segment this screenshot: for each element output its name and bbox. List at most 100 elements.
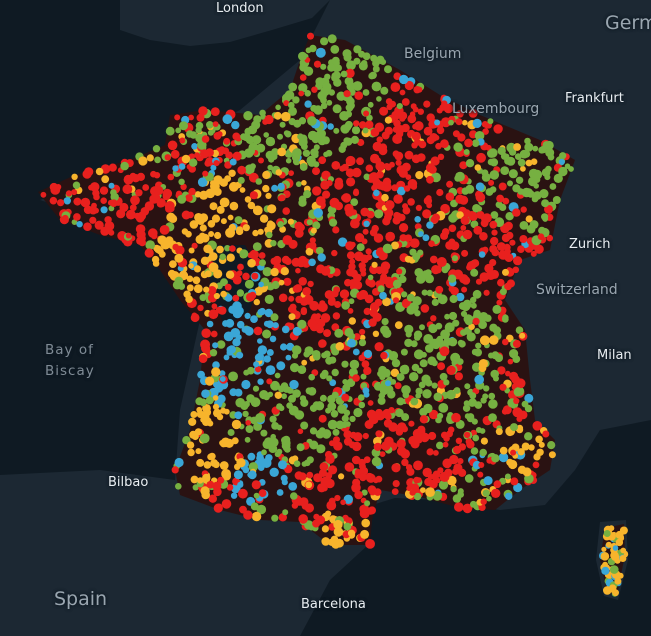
data-point: [198, 106, 208, 116]
data-point: [360, 504, 369, 513]
data-point: [489, 220, 498, 229]
data-point: [264, 294, 274, 304]
data-point: [255, 413, 265, 423]
data-point: [269, 335, 277, 343]
data-point: [108, 229, 115, 236]
data-point: [212, 381, 220, 388]
data-point: [298, 472, 307, 481]
data-point: [288, 106, 297, 116]
data-point: [374, 122, 385, 132]
data-point: [253, 298, 260, 306]
data-point: [237, 176, 245, 184]
data-point: [244, 436, 251, 443]
data-point: [390, 368, 400, 377]
data-point: [511, 443, 520, 452]
data-point: [125, 232, 132, 239]
data-point: [230, 492, 238, 499]
data-point: [603, 530, 611, 537]
data-point: [320, 37, 329, 46]
data-point: [392, 216, 401, 225]
data-point: [222, 471, 231, 481]
data-point: [345, 155, 356, 166]
data-point: [246, 394, 255, 403]
data-point: [370, 302, 380, 312]
label-bilbao: Bilbao: [108, 475, 149, 490]
data-point: [499, 203, 507, 211]
data-point: [498, 182, 507, 191]
data-point: [490, 369, 500, 379]
data-point: [311, 86, 318, 93]
data-point: [298, 137, 308, 147]
label-london: London: [216, 1, 264, 16]
data-point: [288, 239, 298, 249]
data-point: [475, 182, 485, 191]
data-point: [365, 164, 373, 172]
data-point: [425, 379, 433, 387]
data-point: [327, 419, 338, 430]
data-point: [333, 78, 342, 87]
data-point: [135, 189, 143, 197]
data-point: [208, 252, 218, 261]
data-point: [505, 492, 513, 500]
data-point: [352, 348, 360, 356]
data-point: [423, 126, 433, 136]
data-point: [401, 413, 410, 422]
data-point: [72, 181, 81, 189]
data-point: [411, 363, 420, 372]
data-point: [247, 252, 254, 259]
data-point: [454, 174, 462, 182]
data-point: [199, 224, 207, 232]
data-point: [277, 182, 285, 190]
data-point: [474, 374, 485, 385]
data-point: [187, 448, 195, 457]
data-point: [179, 121, 188, 131]
data-point: [282, 207, 291, 215]
data-point: [445, 241, 454, 250]
data-point: [315, 246, 324, 255]
data-point: [353, 407, 363, 418]
data-point: [421, 270, 431, 279]
data-point: [367, 279, 376, 288]
data-point: [270, 313, 279, 322]
data-point: [365, 539, 375, 549]
data-point: [134, 212, 141, 220]
data-point: [301, 180, 307, 186]
data-point: [234, 388, 243, 397]
data-point: [542, 141, 551, 149]
data-point: [456, 211, 464, 219]
data-point: [354, 490, 363, 500]
data-point: [491, 488, 501, 498]
data-point: [393, 72, 402, 80]
data-point: [533, 183, 539, 189]
data-point: [266, 378, 273, 385]
data-point: [101, 175, 110, 184]
data-point: [212, 461, 220, 469]
data-point: [288, 101, 295, 109]
data-point: [520, 206, 527, 213]
data-point: [202, 418, 210, 426]
data-point: [240, 133, 248, 141]
data-point: [203, 286, 210, 293]
data-point: [564, 163, 571, 169]
data-point: [438, 260, 445, 267]
data-point: [104, 221, 115, 231]
data-point: [391, 358, 401, 368]
data-point: [419, 415, 429, 424]
data-point: [276, 403, 283, 410]
data-point: [507, 180, 513, 187]
data-point: [327, 538, 336, 546]
data-point: [346, 177, 356, 187]
data-point: [362, 228, 369, 235]
data-point: [341, 393, 350, 402]
data-point: [165, 126, 175, 136]
data-point: [470, 500, 477, 508]
data-point: [186, 130, 194, 138]
data-point: [322, 190, 331, 199]
data-point: [212, 481, 222, 491]
data-point: [415, 392, 422, 399]
data-point: [273, 111, 282, 120]
data-point: [415, 204, 422, 211]
data-point: [333, 527, 344, 537]
